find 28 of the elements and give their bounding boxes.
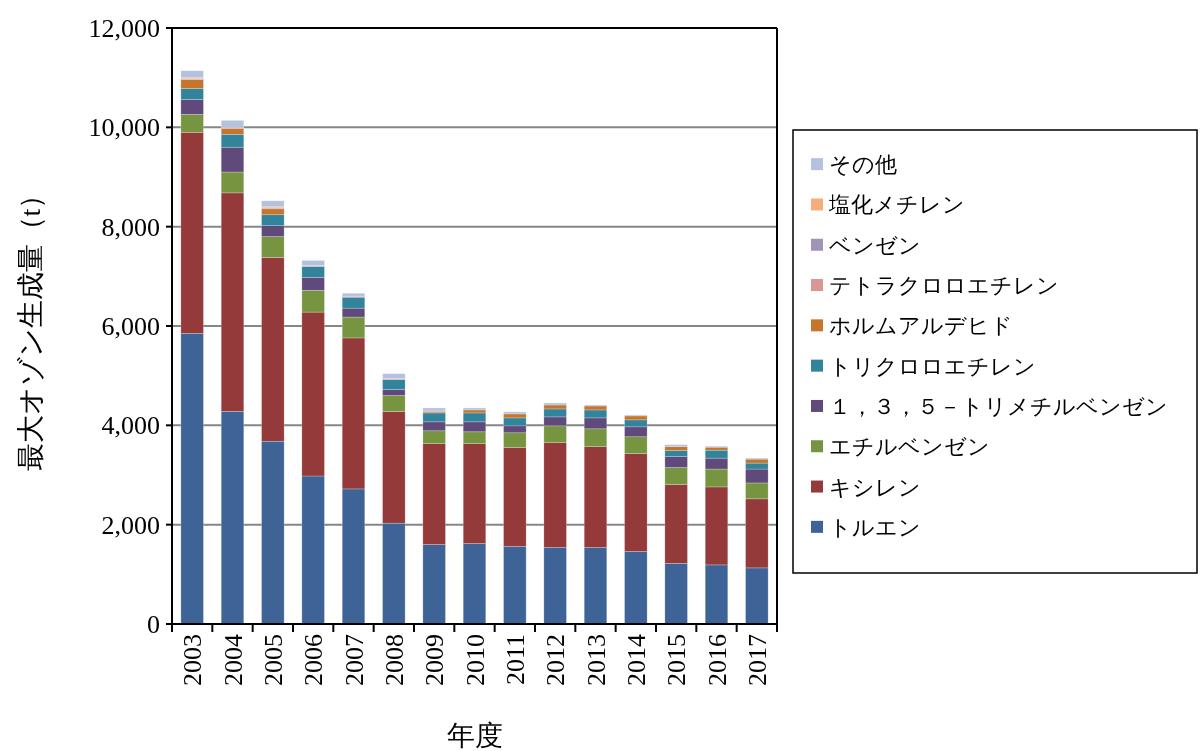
x-tick-label: 2010 xyxy=(460,634,490,686)
legend-label: キシレン xyxy=(829,474,921,500)
x-tick-label: 2006 xyxy=(299,634,329,686)
x-tick-label: 2013 xyxy=(581,634,611,686)
y-tick-label: 10,000 xyxy=(88,113,160,143)
x-tick-label: 2008 xyxy=(379,634,409,686)
x-tick-label: 2003 xyxy=(178,634,208,686)
x-tick-label: 2015 xyxy=(662,634,692,686)
y-tick-label: 2,000 xyxy=(101,510,160,540)
x-tick-label: 2005 xyxy=(258,634,288,686)
x-tick-label: 2016 xyxy=(702,634,732,686)
y-axis-title: 最大オゾン生成量（t） xyxy=(15,180,46,472)
x-tick-label: 2009 xyxy=(420,634,450,686)
x-tick-label: 2004 xyxy=(218,634,248,686)
x-axis-title: 年度 xyxy=(446,720,503,751)
x-tick-label: 2007 xyxy=(339,634,369,686)
legend-label: その他 xyxy=(829,152,897,178)
y-tick-label: 4,000 xyxy=(101,411,160,441)
x-tick-label: 2012 xyxy=(541,634,571,686)
legend-label: ベンゼン xyxy=(829,232,921,258)
y-tick-label: 0 xyxy=(147,610,160,639)
x-tick-label: 2014 xyxy=(621,634,651,686)
x-tick-label: 2011 xyxy=(500,634,530,686)
legend-label: トルエン xyxy=(829,514,921,540)
y-tick-label: 12,000 xyxy=(88,14,160,43)
x-tick-label: 2017 xyxy=(742,634,772,686)
y-tick-label: 8,000 xyxy=(101,212,160,242)
y-tick-label: 6,000 xyxy=(101,312,160,341)
